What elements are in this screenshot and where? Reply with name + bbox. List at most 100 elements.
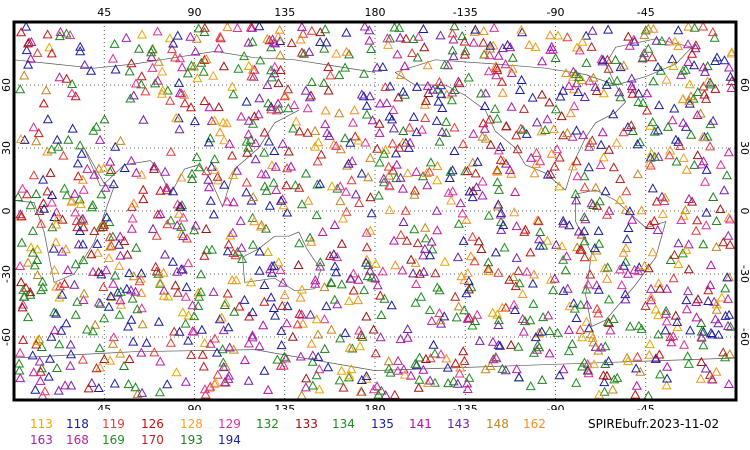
observation-marker [282, 207, 293, 217]
observation-marker [247, 330, 258, 340]
observation-marker [172, 287, 183, 297]
observation-marker [36, 218, 47, 228]
observation-marker [724, 214, 736, 224]
observation-marker [571, 156, 582, 166]
observation-marker [167, 256, 178, 266]
observation-marker [43, 371, 54, 381]
observation-marker [156, 88, 168, 98]
observation-marker [162, 85, 173, 95]
observation-marker [623, 31, 634, 41]
observation-marker [368, 384, 379, 394]
observation-marker [397, 183, 408, 193]
observation-marker [723, 147, 734, 157]
observation-marker [630, 389, 641, 399]
observation-marker [429, 377, 440, 387]
observation-marker [341, 27, 352, 37]
observation-marker [410, 358, 421, 368]
observation-marker [360, 137, 371, 147]
observation-marker [571, 195, 582, 205]
observation-marker [201, 244, 212, 255]
observation-marker [105, 156, 116, 166]
observation-marker [620, 289, 631, 299]
observation-marker [114, 260, 125, 270]
observation-marker [21, 44, 32, 55]
observation-marker [67, 78, 78, 88]
observation-marker [274, 103, 285, 113]
left-tick-label: 0 [0, 208, 13, 215]
observation-marker [527, 278, 538, 288]
observation-marker [375, 98, 386, 108]
observation-marker [667, 115, 678, 125]
observation-marker [203, 174, 214, 184]
observation-marker [293, 259, 304, 269]
observation-marker [511, 363, 522, 374]
observation-marker [275, 195, 287, 205]
observation-marker [237, 253, 248, 263]
observation-marker [350, 189, 361, 199]
observation-marker [395, 229, 406, 239]
observation-marker [72, 296, 83, 306]
observation-marker [471, 182, 482, 192]
observation-marker [254, 265, 265, 275]
observation-marker [644, 338, 655, 349]
observation-marker [582, 279, 594, 289]
observation-marker [227, 81, 238, 91]
observation-marker [259, 365, 270, 375]
observation-marker [683, 239, 694, 249]
observation-marker [14, 358, 25, 368]
observation-marker [211, 347, 223, 357]
observation-marker [124, 66, 135, 76]
observation-marker [387, 114, 398, 124]
observation-marker [565, 107, 576, 118]
observation-marker [187, 300, 198, 310]
observation-marker [336, 238, 347, 248]
observation-marker [558, 215, 569, 225]
observation-marker [504, 274, 515, 284]
observation-marker [418, 250, 429, 260]
observation-marker [164, 33, 175, 43]
observation-marker [124, 353, 135, 363]
observation-marker [347, 117, 359, 127]
observation-marker [198, 361, 209, 371]
legend-item-133: 133 [295, 417, 318, 431]
observation-marker [61, 190, 72, 200]
observation-marker [320, 105, 331, 115]
observation-marker [66, 380, 77, 390]
observation-marker [18, 334, 29, 344]
observation-marker [169, 326, 180, 336]
observation-marker [683, 358, 694, 368]
observation-marker [306, 338, 317, 348]
observation-marker [21, 21, 32, 31]
observation-marker [147, 62, 158, 72]
observation-marker [455, 362, 466, 372]
observation-marker [272, 354, 283, 364]
observation-marker [288, 123, 299, 133]
observation-marker [620, 294, 631, 304]
observation-marker [691, 225, 702, 235]
observation-marker [373, 190, 384, 200]
observation-marker [263, 136, 275, 146]
observation-marker [54, 72, 65, 82]
observation-marker [96, 269, 107, 279]
observation-marker [703, 295, 714, 305]
observation-marker [358, 91, 369, 101]
observation-marker [506, 101, 517, 111]
observation-marker [28, 170, 39, 180]
observation-marker [363, 172, 374, 182]
observation-marker [554, 181, 565, 191]
observation-marker [153, 56, 164, 66]
observation-marker [340, 186, 352, 196]
observation-marker [136, 79, 147, 89]
observation-marker [246, 71, 257, 81]
observation-marker [590, 182, 601, 192]
observation-marker [44, 42, 55, 52]
observation-marker [183, 310, 194, 320]
observation-marker [329, 294, 340, 304]
observation-marker [495, 154, 506, 164]
observation-marker [726, 47, 737, 57]
observation-marker [176, 221, 187, 231]
observation-marker [590, 81, 601, 91]
observation-marker [338, 213, 349, 223]
observation-marker [507, 63, 518, 73]
observation-marker [552, 327, 563, 337]
